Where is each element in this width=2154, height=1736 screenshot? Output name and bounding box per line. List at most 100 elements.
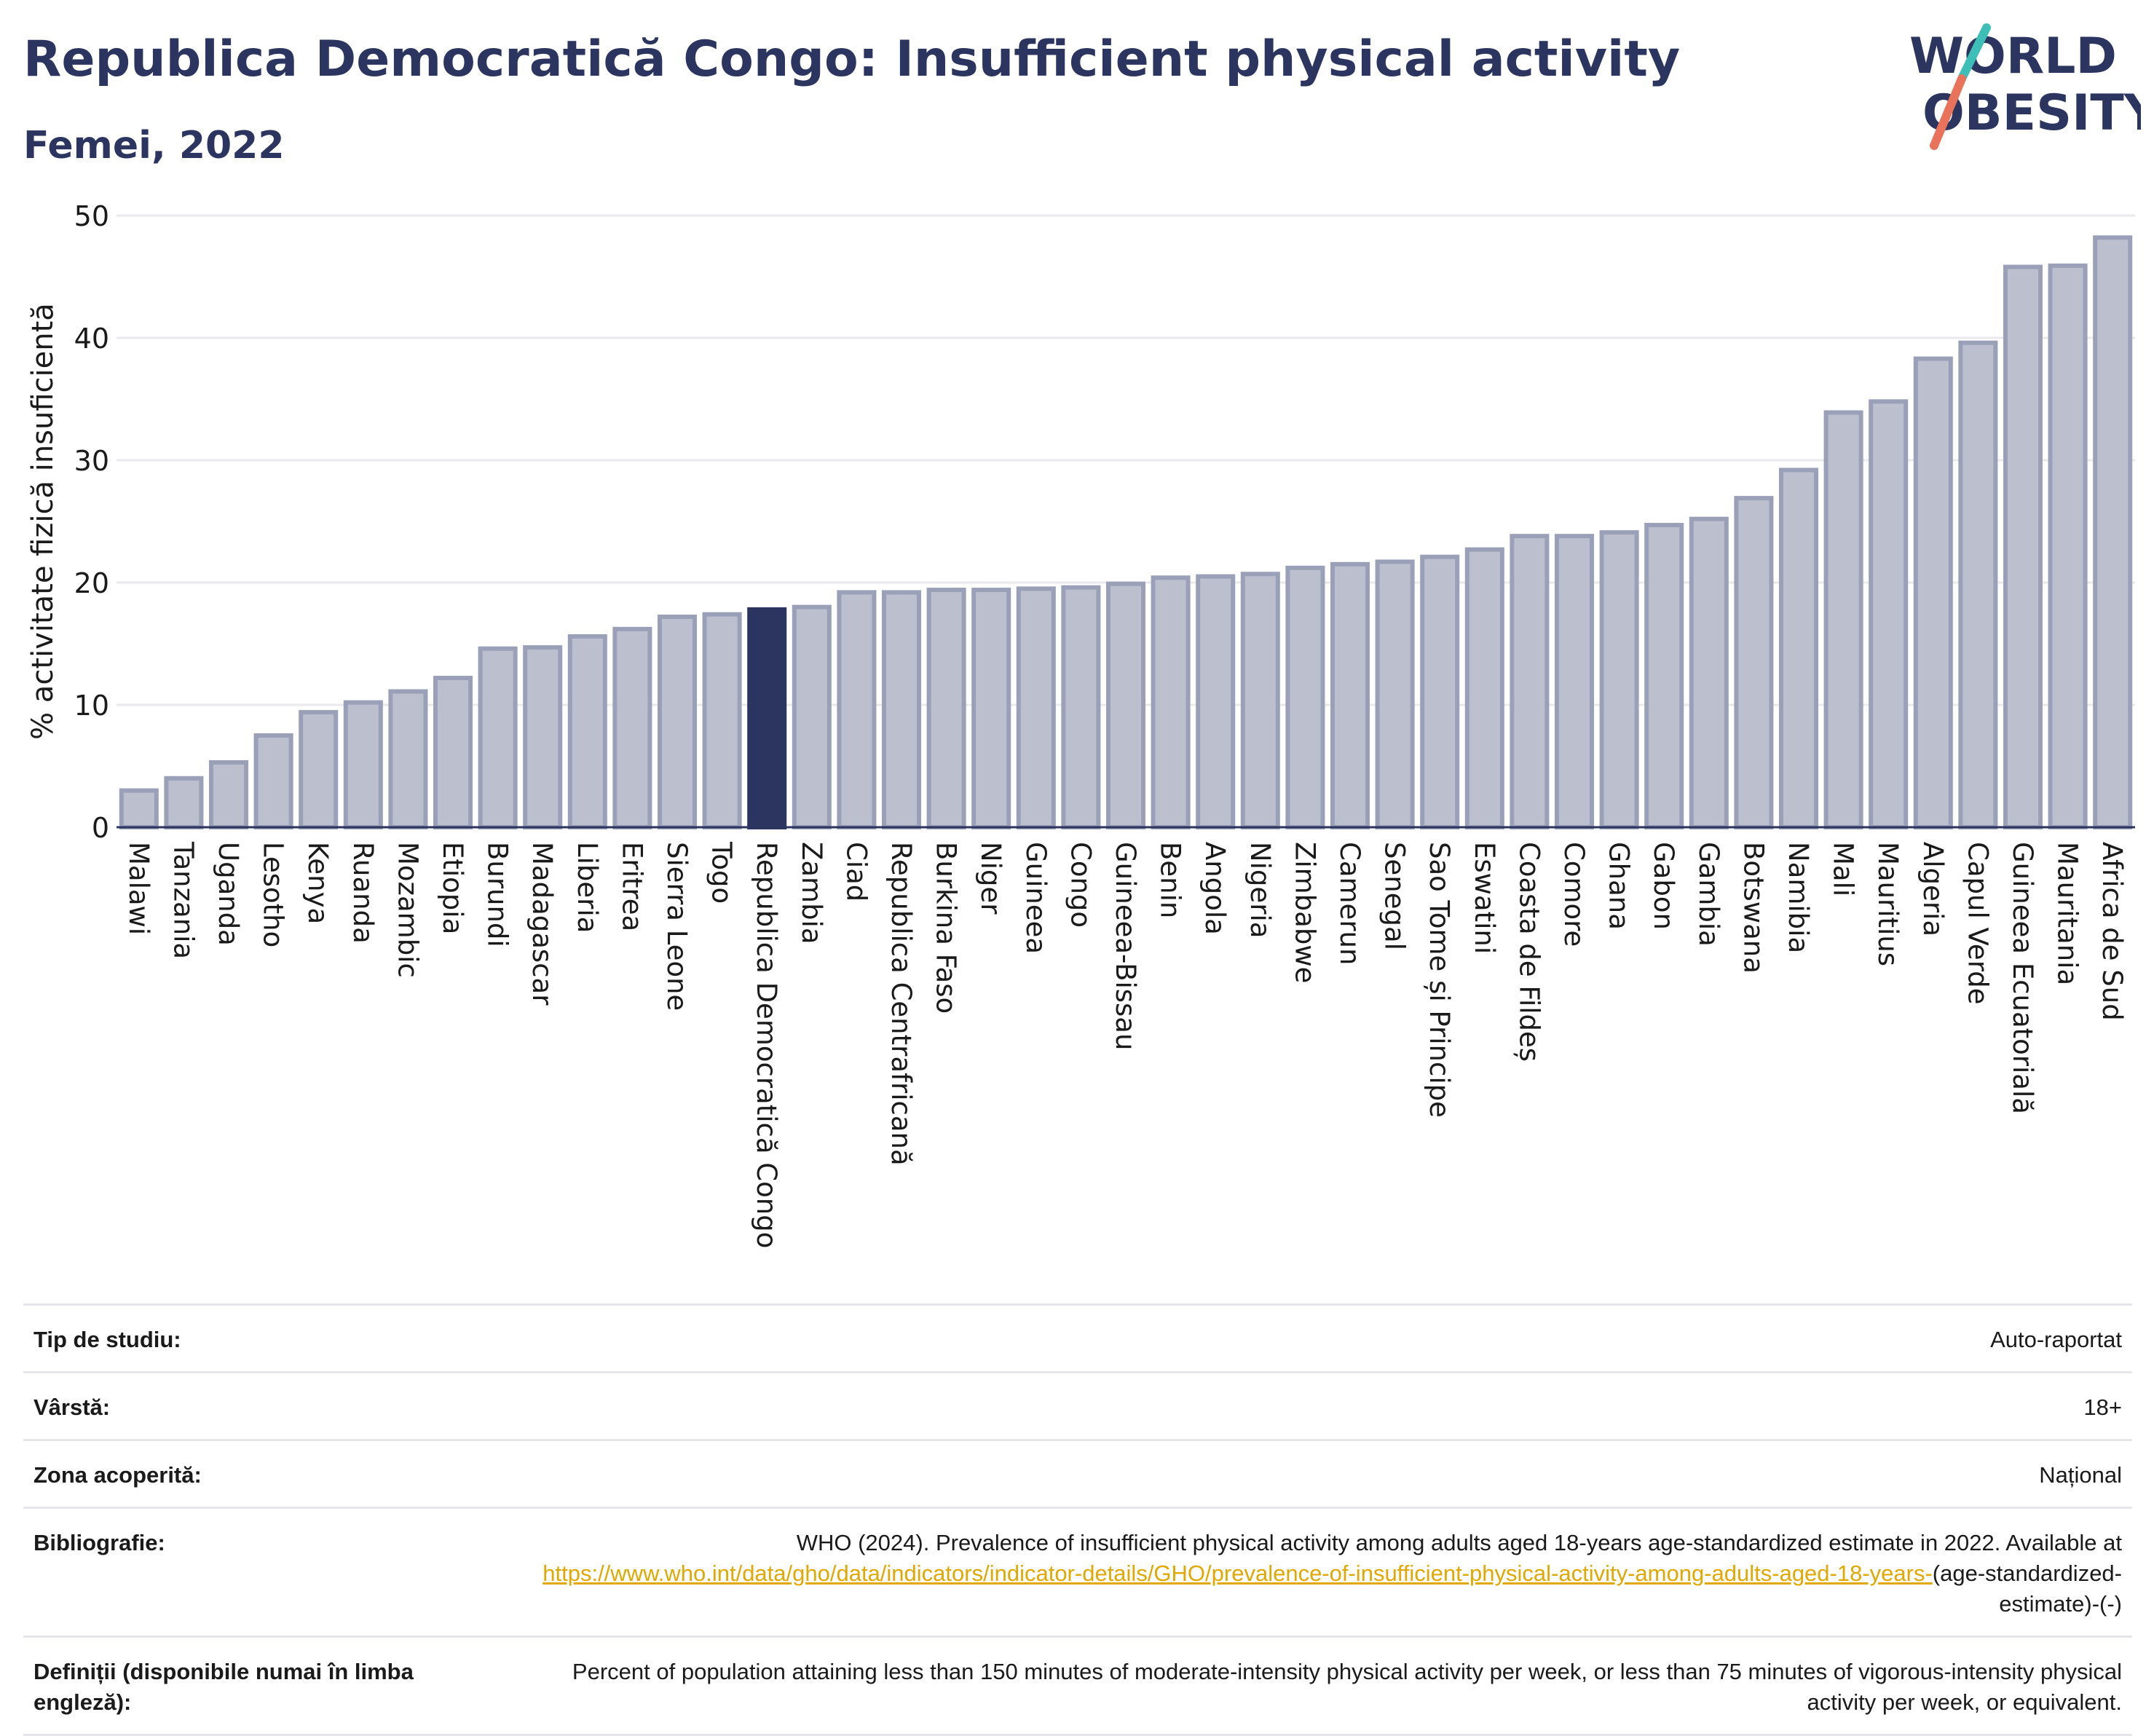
bar <box>1510 534 1550 829</box>
x-tick-label: Angola <box>1199 842 1231 935</box>
bar <box>343 700 383 830</box>
info-label: Zona acoperită: <box>23 1439 495 1508</box>
info-label: Tip de studiu: <box>23 1303 495 1373</box>
bar <box>612 626 652 830</box>
y-tick-label: 30 <box>74 445 109 477</box>
bar <box>119 788 159 829</box>
info-value: WHO (2024). Prevalence of insufficient p… <box>495 1507 2132 1637</box>
x-tick-label: Lesotho <box>258 842 289 947</box>
bar <box>657 615 698 829</box>
y-tick-label: 0 <box>92 812 109 844</box>
bar <box>208 760 249 829</box>
bar <box>1061 585 1101 829</box>
info-row-coverage: Zona acoperită: Național <box>23 1439 2132 1508</box>
world-obesity-logo: WORLD OBESITY <box>1909 23 2141 150</box>
logo-slash-teal <box>1957 23 1991 83</box>
x-tick-label: Guineea <box>1020 842 1052 954</box>
bar <box>837 590 877 829</box>
x-axis-labels: Malawi Tanzania Uganda Lesotho Kenya Ruanda Mo… <box>123 841 2128 1248</box>
x-tick-label: Ciad <box>840 842 872 901</box>
x-tick-label: Benin <box>1155 842 1186 918</box>
info-value: Național <box>495 1439 2132 1508</box>
x-tick-label: Gambia <box>1693 842 1724 947</box>
x-tick-label: Uganda <box>213 842 244 946</box>
bar <box>1464 547 1504 829</box>
x-tick-label: Tanzania <box>167 841 199 959</box>
y-axis-ticks: 0 10 20 30 40 50 <box>74 200 109 844</box>
x-tick-label: Eritrea <box>616 842 647 931</box>
bar <box>299 710 339 830</box>
bar <box>1644 523 1684 829</box>
x-tick-label: Ruanda <box>347 842 379 944</box>
bar <box>881 590 922 829</box>
x-tick-label: Mali <box>1828 842 1859 896</box>
bar <box>1016 586 1056 830</box>
info-label: Definiții (disponibile numai în limba en… <box>23 1636 495 1736</box>
page-subtitle: Femei, 2022 <box>23 124 285 167</box>
y-axis-title: % activitate fizică insuficientă <box>26 303 60 740</box>
info-table: Tip de studiu: Auto-raportat Vârstă: 18+… <box>23 1303 2132 1736</box>
x-tick-label: Zambia <box>796 842 827 944</box>
x-tick-label: Liberia <box>572 842 603 933</box>
x-tick-label: Eswatini <box>1469 842 1500 954</box>
info-row-study-type: Tip de studiu: Auto-raportat <box>23 1303 2132 1373</box>
x-tick-label: Africa de Sud <box>2096 842 2128 1021</box>
bar <box>1869 399 1909 829</box>
x-tick-label: Etiopia <box>437 842 468 934</box>
x-tick-label: Togo <box>706 841 738 904</box>
bar <box>702 612 742 829</box>
x-tick-label: Capul Verde <box>1962 842 1993 1005</box>
bar <box>2093 235 2133 829</box>
bar <box>253 733 293 829</box>
x-tick-label: Gabon <box>1648 842 1679 930</box>
x-tick-label: Comore <box>1558 842 1590 947</box>
y-tick-label: 10 <box>74 690 109 722</box>
logo-line1: WORLD <box>1909 28 2117 85</box>
x-tick-label: Guineea Ecuatorială <box>2007 842 2038 1114</box>
bar <box>1105 581 1146 829</box>
bars <box>119 235 2133 830</box>
x-tick-label: Republica Centrafricană <box>885 842 917 1166</box>
bar <box>1778 467 1819 829</box>
bibliography-text: WHO (2024). Prevalence of insufficient p… <box>796 1530 2122 1555</box>
bar <box>926 588 966 830</box>
x-tick-label: Coasta de Fildeș <box>1513 842 1545 1062</box>
bar <box>1734 496 1774 830</box>
bar <box>1913 356 1953 829</box>
x-tick-label: Mauritius <box>1872 842 1904 966</box>
x-tick-label: Namibia <box>1783 842 1814 953</box>
bar <box>1330 561 1370 829</box>
bibliography-text-after: (age-standardized-estimate)-(-) <box>1932 1561 2122 1617</box>
bar <box>388 689 428 830</box>
x-tick-label: Zimbabwe <box>1289 842 1320 983</box>
x-tick-label: Madagascar <box>526 842 558 1006</box>
x-tick-label: Nigeria <box>1244 842 1276 938</box>
x-tick-label: Niger <box>975 842 1006 915</box>
bar <box>1554 534 1595 829</box>
bar-chart: 0 10 20 30 40 50 Malawi Tanzania Uganda Lesotho K… <box>26 200 2135 1248</box>
bar <box>567 634 607 829</box>
bar <box>1151 575 1191 830</box>
x-tick-label: Kenya <box>302 842 334 924</box>
x-tick-label: Burkina Faso <box>931 842 962 1014</box>
bar <box>164 776 204 830</box>
info-label: Bibliografie: <box>23 1507 495 1637</box>
page-title: Republica Democratică Congo: Insufficien… <box>23 31 1681 88</box>
x-tick-label: Mozambic <box>392 842 423 978</box>
bar <box>1823 410 1863 829</box>
x-tick-label: Sierra Leone <box>661 842 693 1011</box>
x-tick-label: Republica Democratică Congo <box>751 842 782 1248</box>
y-tick-label: 40 <box>74 323 109 355</box>
bar <box>1958 340 1998 830</box>
y-tick-label: 20 <box>74 567 109 599</box>
bar <box>1375 559 1415 829</box>
x-tick-label: Ghana <box>1603 842 1635 930</box>
bar <box>523 645 563 829</box>
bar <box>433 676 473 829</box>
x-tick-label: Burundi <box>482 842 513 947</box>
info-row-definitions: Definiții (disponibile numai în limba en… <box>23 1636 2132 1736</box>
bibliography-link[interactable]: https://www.who.int/data/gho/data/indica… <box>543 1561 1933 1586</box>
x-tick-label: Malawi <box>123 842 154 935</box>
bar <box>747 607 787 830</box>
x-tick-label: Sao Tome și Principe <box>1424 842 1455 1118</box>
